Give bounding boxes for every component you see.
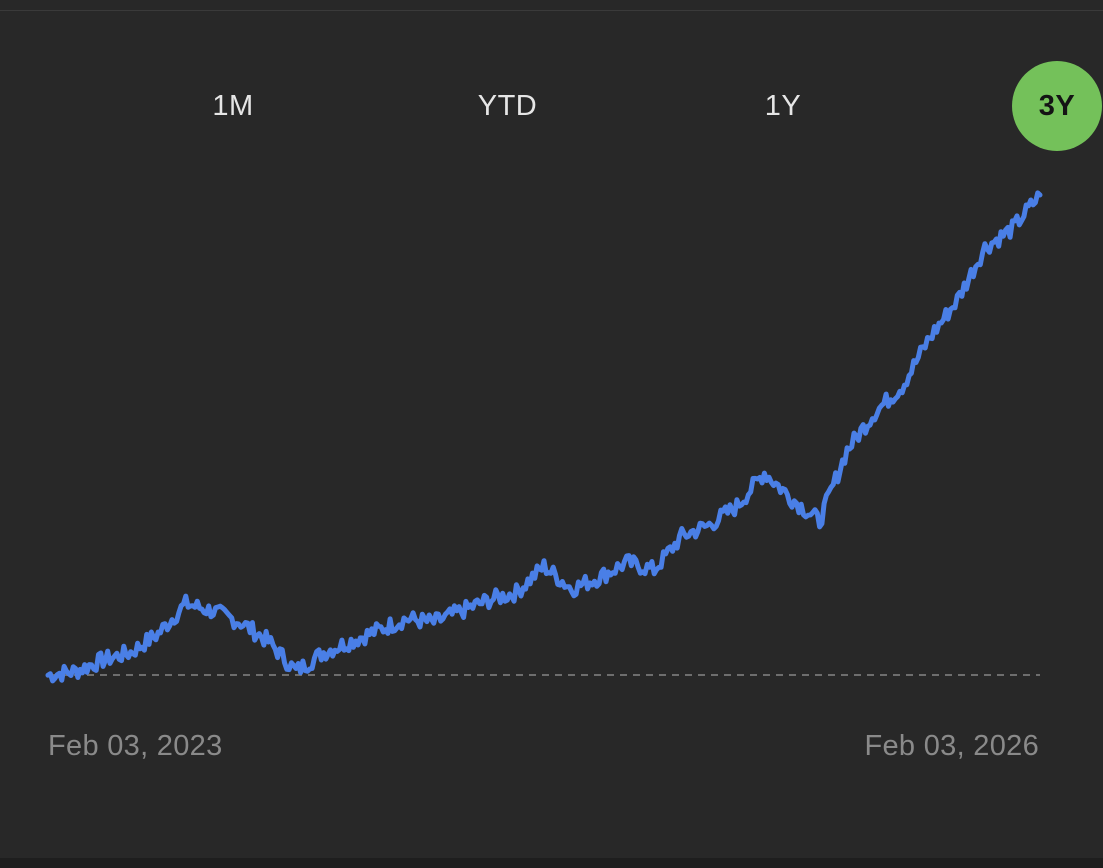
- range-tab-3y[interactable]: 3Y: [1012, 61, 1102, 151]
- range-tab-ytd[interactable]: YTD: [477, 89, 538, 122]
- series-line: [45, 190, 1043, 684]
- x-axis-start-label: Feb 03, 2023: [48, 730, 223, 762]
- range-tab-1m[interactable]: 1M: [212, 89, 254, 122]
- x-axis-end-label: Feb 03, 2026: [864, 730, 1039, 762]
- range-tab-1y[interactable]: 1Y: [764, 89, 802, 122]
- bottom-edge: [0, 858, 1103, 868]
- top-divider: [0, 10, 1103, 11]
